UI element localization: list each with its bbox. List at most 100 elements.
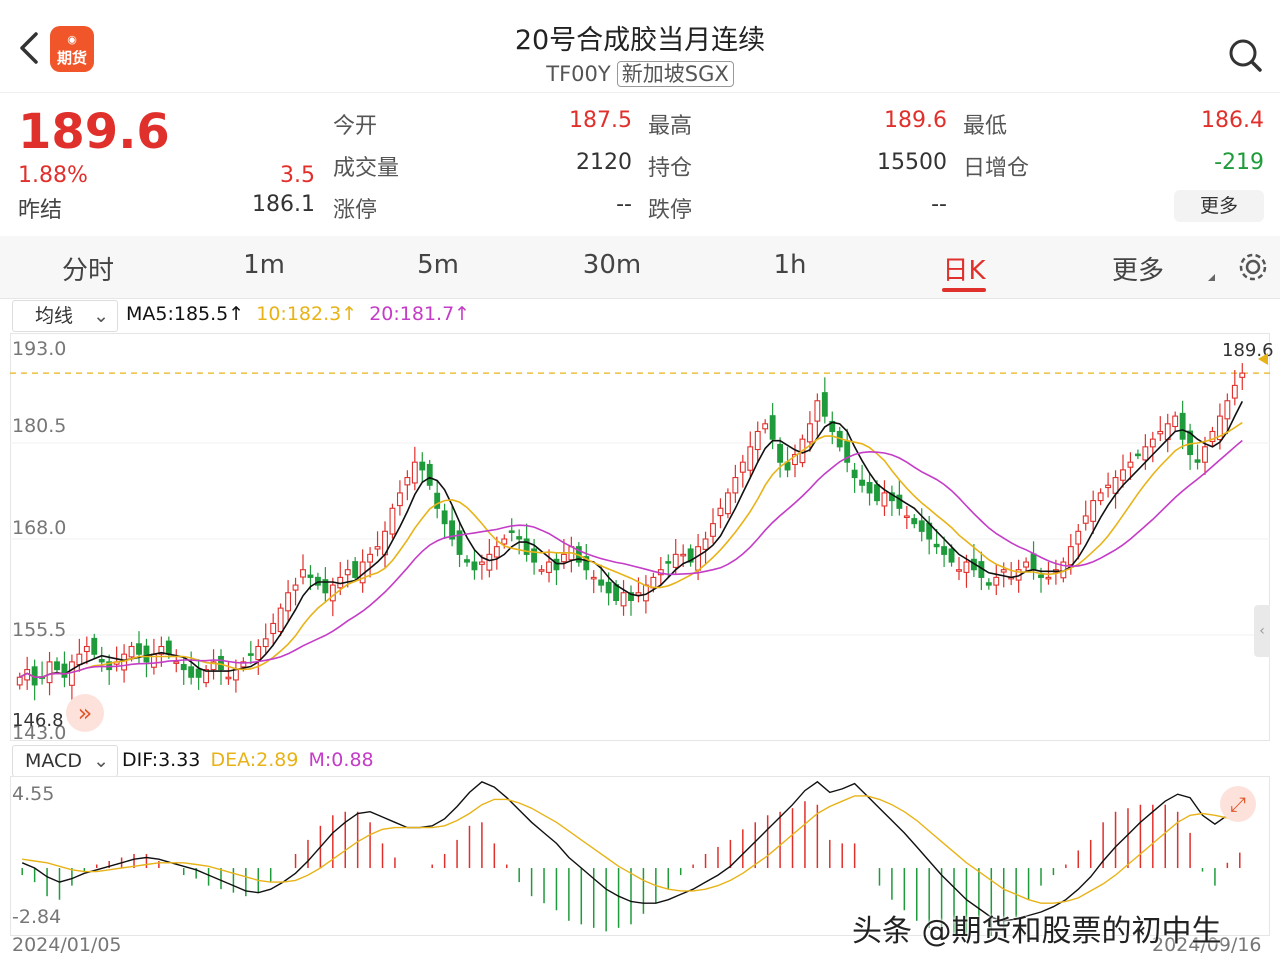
candle-body: [344, 569, 351, 576]
ma20-value: 20:181.7↑: [369, 303, 471, 325]
candle-body: [508, 530, 515, 533]
last-price: 189.6: [18, 104, 170, 160]
tab-1h[interactable]: 1h: [773, 250, 807, 280]
candle-body: [180, 664, 187, 671]
candle-body: [1216, 415, 1223, 441]
candle-body: [389, 507, 396, 535]
candle-body: [307, 574, 314, 578]
candle-body: [672, 553, 679, 568]
macd-m-value: M:0.88: [308, 749, 374, 771]
candle-body: [911, 518, 918, 525]
candle-body: [434, 492, 441, 509]
candle-body: [903, 515, 910, 519]
candle-body: [866, 482, 873, 494]
double-chevron-right-icon[interactable]: »: [66, 694, 104, 732]
candle-body: [963, 561, 970, 573]
change-amount: 3.5: [280, 163, 315, 188]
y-tick-label: 193.0: [12, 338, 67, 360]
more-dropdown-icon: [1208, 274, 1215, 281]
candle-body: [255, 645, 262, 661]
candle-body: [628, 592, 634, 601]
macd-chart[interactable]: [10, 776, 1270, 936]
dea-line: [22, 795, 1240, 904]
oi-change-label: 日增仓: [963, 156, 1030, 181]
y-tick-label: 180.5: [12, 415, 67, 437]
macd-indicator-select[interactable]: MACD ⌄: [12, 745, 118, 777]
open-label: 今开: [333, 114, 378, 139]
tab-daily-k[interactable]: 日K: [942, 256, 986, 286]
search-icon[interactable]: [1226, 36, 1264, 74]
candle-body: [493, 546, 500, 558]
candle-body: [792, 453, 798, 466]
candle-body: [456, 530, 463, 555]
candle-body: [553, 558, 560, 571]
candle-body: [739, 461, 746, 473]
candle-body: [426, 463, 433, 486]
candle-body: [918, 520, 925, 532]
tab-5m[interactable]: 5m: [417, 250, 459, 280]
candle-body: [54, 661, 60, 671]
gear-icon[interactable]: [1236, 250, 1270, 284]
candle-body: [1067, 546, 1074, 566]
chevron-down-icon: ⌄: [93, 750, 109, 772]
chevron-left-small-icon[interactable]: ‹: [1254, 605, 1270, 657]
more-info-button[interactable]: 更多: [1174, 190, 1264, 222]
candle-body: [128, 645, 135, 658]
change-percent: 1.88%: [18, 163, 88, 188]
ma-indicator-select[interactable]: 均线 ⌄: [12, 300, 118, 332]
candle-body: [538, 569, 545, 572]
candle-body: [165, 640, 172, 655]
min-price-label: 146.8: [12, 710, 64, 731]
tab-30m[interactable]: 30m: [582, 250, 642, 280]
low-value: 186.4: [1201, 108, 1264, 133]
expand-icon[interactable]: ⤢: [1220, 786, 1256, 822]
candle-body: [933, 543, 940, 548]
candle-body: [1209, 430, 1216, 443]
candle-body: [1142, 446, 1149, 461]
candle-body: [560, 553, 567, 563]
candle-body: [956, 569, 962, 572]
candle-body: [1075, 530, 1082, 545]
candle-body: [859, 479, 866, 486]
candle-body: [367, 553, 374, 563]
candle-body: [516, 536, 523, 540]
chart-border: [10, 333, 1270, 741]
candle-body: [1000, 569, 1007, 573]
ma10-line: [19, 421, 1243, 678]
candle-body: [769, 415, 776, 440]
candle-body: [441, 510, 448, 525]
candle-body: [218, 655, 224, 671]
chevron-left-icon[interactable]: [14, 30, 46, 66]
header-bar: ◉ 期货 20号合成胶当月连续 TF00Y 新加坡SGX: [0, 0, 1280, 93]
y-tick-label: 168.0: [12, 517, 67, 539]
candle-body: [76, 653, 83, 666]
active-tab-indicator: [942, 288, 986, 292]
candle-body: [1045, 576, 1052, 580]
candle-body: [1038, 574, 1044, 578]
candle-body: [1120, 469, 1126, 481]
candle-body: [1202, 446, 1208, 463]
candle-body: [68, 661, 75, 686]
candle-body: [292, 584, 299, 591]
ma5-line: [19, 401, 1244, 678]
tab-1m[interactable]: 1m: [243, 250, 285, 280]
candle-body: [531, 548, 538, 563]
candle-body: [993, 576, 1000, 586]
candlestick-chart[interactable]: [10, 333, 1270, 741]
volume-label: 成交量: [333, 156, 400, 181]
macd-select-label: MACD: [25, 750, 82, 772]
tab-intraday[interactable]: 分时: [61, 256, 114, 286]
candle-body: [1082, 515, 1089, 524]
candle-body: [702, 538, 709, 550]
candle-body: [747, 446, 754, 471]
candle-body: [710, 523, 716, 537]
limit-up-label: 涨停: [333, 198, 378, 223]
candle-body: [1134, 453, 1141, 457]
candle-body: [717, 507, 724, 517]
y-tick-label: 155.5: [12, 619, 67, 641]
tab-more[interactable]: 更多: [1111, 256, 1164, 286]
candle-body: [322, 579, 329, 594]
candle-body: [1149, 438, 1156, 448]
candle-body: [874, 484, 880, 502]
candle-body: [210, 661, 217, 671]
